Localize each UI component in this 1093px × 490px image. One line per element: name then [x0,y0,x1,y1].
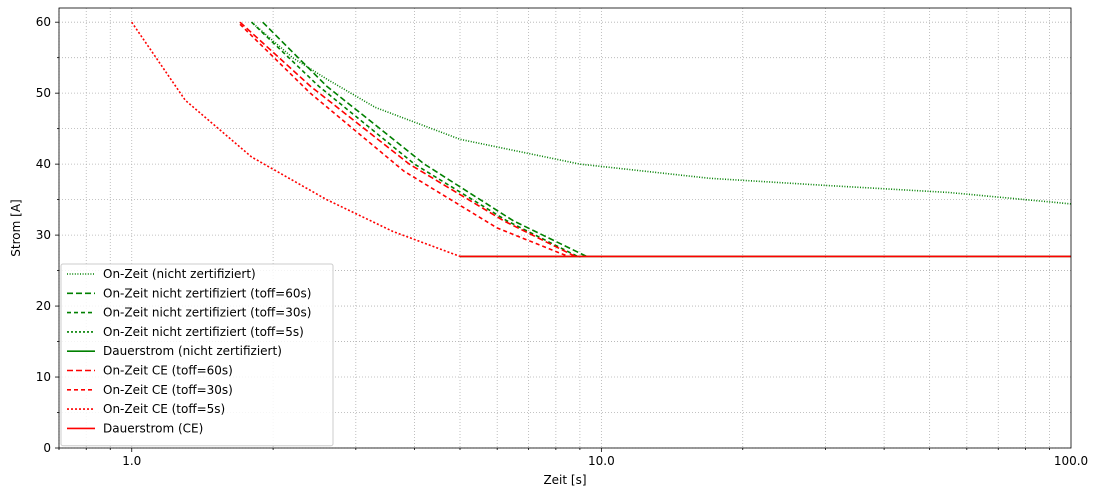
y-tick-label: 10 [36,370,51,384]
plot-frame [58,7,1072,449]
legend-label: Dauerstrom (nicht zertifiziert) [103,344,282,358]
x-axis-label: Zeit [s] [543,473,586,487]
legend-box [60,263,334,447]
legend-label: On-Zeit CE (toff=5s) [103,402,225,416]
legend-label: Dauerstrom (CE) [103,421,203,435]
series-line [251,21,1072,205]
legend: On-Zeit (nicht zertifiziert) On-Zeit nich… [60,263,334,447]
y-tick-label: 40 [36,157,51,171]
x-tick-label: 10.0 [588,454,615,468]
grid [58,8,1071,449]
series-line [239,21,576,258]
y-tick-label: 50 [36,86,51,100]
series-layer [131,21,1072,258]
series-line [131,21,461,258]
y-axis-label: Strom [A] [9,199,23,256]
y-tick-label: 60 [36,15,51,29]
series-line [239,23,569,258]
y-tick-label: 30 [36,228,51,242]
legend-label: On-Zeit (nicht zertifiziert) [103,267,256,281]
legend-label: On-Zeit nicht zertifiziert (toff=30s) [103,306,311,320]
y-tick-label: 20 [36,299,51,313]
legend-label: On-Zeit nicht zertifiziert (toff=5s) [103,325,304,339]
tick-layer: 1.0 10.0 100.0 0 10 20 30 40 50 60 [36,15,1088,468]
legend-label: On-Zeit CE (toff=30s) [103,383,233,397]
legend-label: On-Zeit CE (toff=60s) [103,364,233,378]
legend-label: On-Zeit nicht zertifiziert (toff=60s) [103,286,311,300]
series-line [251,21,578,258]
x-tick-label: 100.0 [1054,454,1088,468]
x-tick-label: 1.0 [122,454,141,468]
y-tick-label: 0 [43,441,51,455]
